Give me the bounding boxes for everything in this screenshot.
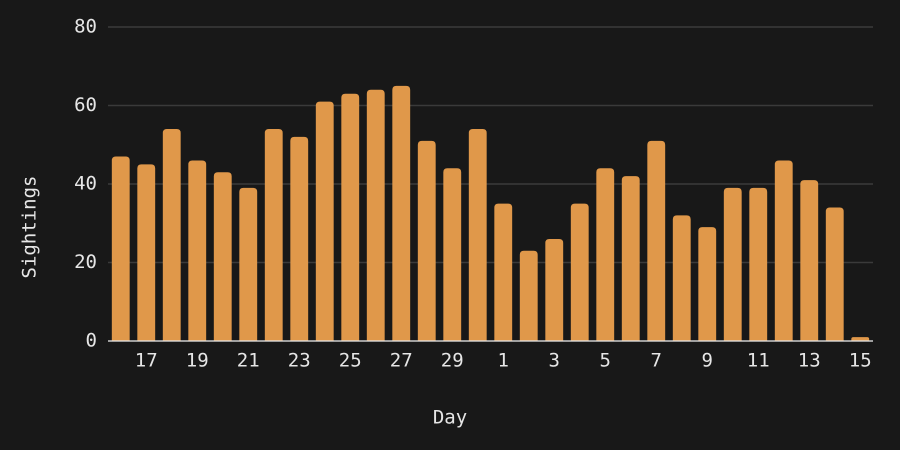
bar	[239, 187, 258, 341]
bar	[647, 140, 666, 341]
x-tick-label: 25	[339, 350, 362, 372]
bar	[443, 168, 462, 341]
x-tick-label: 23	[288, 350, 311, 372]
bar	[264, 129, 283, 341]
bar	[213, 172, 232, 341]
bar	[188, 160, 207, 341]
bar	[468, 129, 487, 341]
bar	[137, 164, 156, 341]
bar	[596, 168, 615, 341]
bar	[162, 129, 181, 341]
bar	[111, 156, 130, 341]
bar	[417, 140, 436, 341]
x-tick-label: 29	[441, 350, 464, 372]
bar	[545, 238, 564, 341]
bar	[519, 250, 538, 341]
x-tick-label: 27	[390, 350, 413, 372]
x-tick-label: 11	[747, 350, 770, 372]
bar	[315, 101, 334, 341]
x-tick-label: 9	[702, 350, 713, 372]
bar	[825, 207, 844, 341]
bar	[621, 176, 640, 341]
x-tick-label: 21	[237, 350, 260, 372]
y-tick-label: 20	[74, 251, 97, 273]
bar	[366, 89, 385, 341]
bar	[800, 180, 819, 341]
y-tick-label: 40	[74, 173, 97, 195]
x-axis-label: Day	[433, 407, 467, 429]
x-tick-label: 19	[186, 350, 209, 372]
y-axis-label: Sightings	[19, 176, 41, 279]
bar	[672, 215, 691, 341]
x-tick-label: 3	[549, 350, 560, 372]
bar	[774, 160, 793, 341]
bar	[290, 136, 309, 341]
bar	[749, 187, 768, 341]
bar	[494, 203, 513, 341]
y-tick-label: 0	[86, 330, 97, 352]
x-tick-label: 7	[651, 350, 662, 372]
bar	[341, 93, 360, 341]
bar	[723, 187, 742, 341]
x-tick-label: 17	[135, 350, 158, 372]
x-tick-label: 15	[849, 350, 872, 372]
x-tick-label: 13	[798, 350, 821, 372]
bar	[392, 85, 411, 341]
x-tick-label: 1	[498, 350, 509, 372]
bar	[698, 227, 717, 341]
bar	[570, 203, 589, 341]
bar	[851, 337, 870, 341]
y-tick-label: 80	[74, 16, 97, 38]
x-tick-label: 5	[600, 350, 611, 372]
y-tick-label: 60	[74, 94, 97, 116]
